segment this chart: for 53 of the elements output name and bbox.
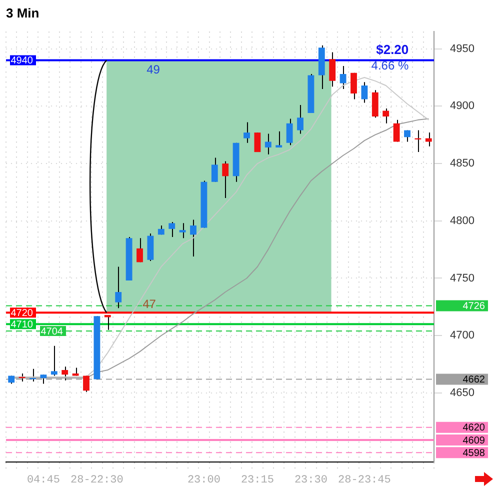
y-tick-label: 4700	[450, 330, 474, 342]
y-tick-label: 4650	[450, 387, 474, 399]
candlestick	[83, 375, 90, 392]
candlestick	[361, 82, 368, 104]
annotation: 47	[142, 296, 156, 311]
candlestick	[211, 157, 218, 182]
candlestick	[136, 238, 143, 263]
candlestick	[340, 66, 346, 90]
candlestick	[264, 133, 272, 155]
x-tick-label: 23:00	[187, 474, 220, 486]
candlestick	[329, 52, 336, 88]
x-tick-label: 04:45	[26, 474, 60, 486]
candlestick	[190, 219, 196, 257]
y-tick-label: 4900	[450, 100, 474, 112]
candlestick	[297, 104, 304, 134]
candlestick	[382, 108, 390, 124]
candlestick	[286, 118, 293, 146]
candlestick	[168, 222, 176, 238]
candlestick	[30, 368, 36, 382]
candlestick	[179, 222, 186, 239]
candlestick	[414, 130, 422, 153]
ref-line-label: 4720	[10, 308, 34, 319]
candlestick	[40, 374, 47, 384]
candlestick	[244, 122, 250, 144]
annotation: 4.66 %	[371, 58, 409, 73]
candlestick	[393, 119, 400, 142]
annotation: $2.20	[376, 42, 409, 57]
x-tick-label: 23:15	[240, 474, 274, 486]
candlestick	[222, 160, 229, 198]
x-tick-label: 28-22:30	[70, 474, 124, 486]
candlestick	[62, 366, 68, 381]
ref-line-label: 4940	[10, 56, 34, 67]
y-tick-label: 4850	[450, 158, 474, 170]
chart-title: 3 Min	[6, 5, 40, 20]
candlestick	[115, 266, 122, 309]
ref-line-label: 4704	[40, 326, 64, 338]
ref-line-label: 4726	[462, 301, 486, 312]
candlestick	[254, 132, 261, 153]
annotation: 49	[146, 62, 160, 77]
ref-line-label: 4662	[462, 374, 486, 386]
y-tick-label: 4750	[450, 272, 474, 284]
candlestick	[104, 314, 111, 330]
candlestick	[276, 130, 282, 148]
y-tick-label: 4950	[450, 42, 474, 55]
candlestick	[350, 72, 357, 100]
y-tick-label: 4800	[450, 214, 474, 227]
candlestick	[50, 345, 58, 376]
ref-line-label: 4609	[462, 435, 486, 446]
ref-line-label: 4598	[462, 448, 486, 459]
ref-line-label: 4620	[462, 422, 486, 434]
ref-line-label: 4710	[10, 319, 34, 330]
x-tick-label: 28-23:45	[338, 474, 391, 486]
x-tick-label: 23:30	[294, 474, 328, 486]
